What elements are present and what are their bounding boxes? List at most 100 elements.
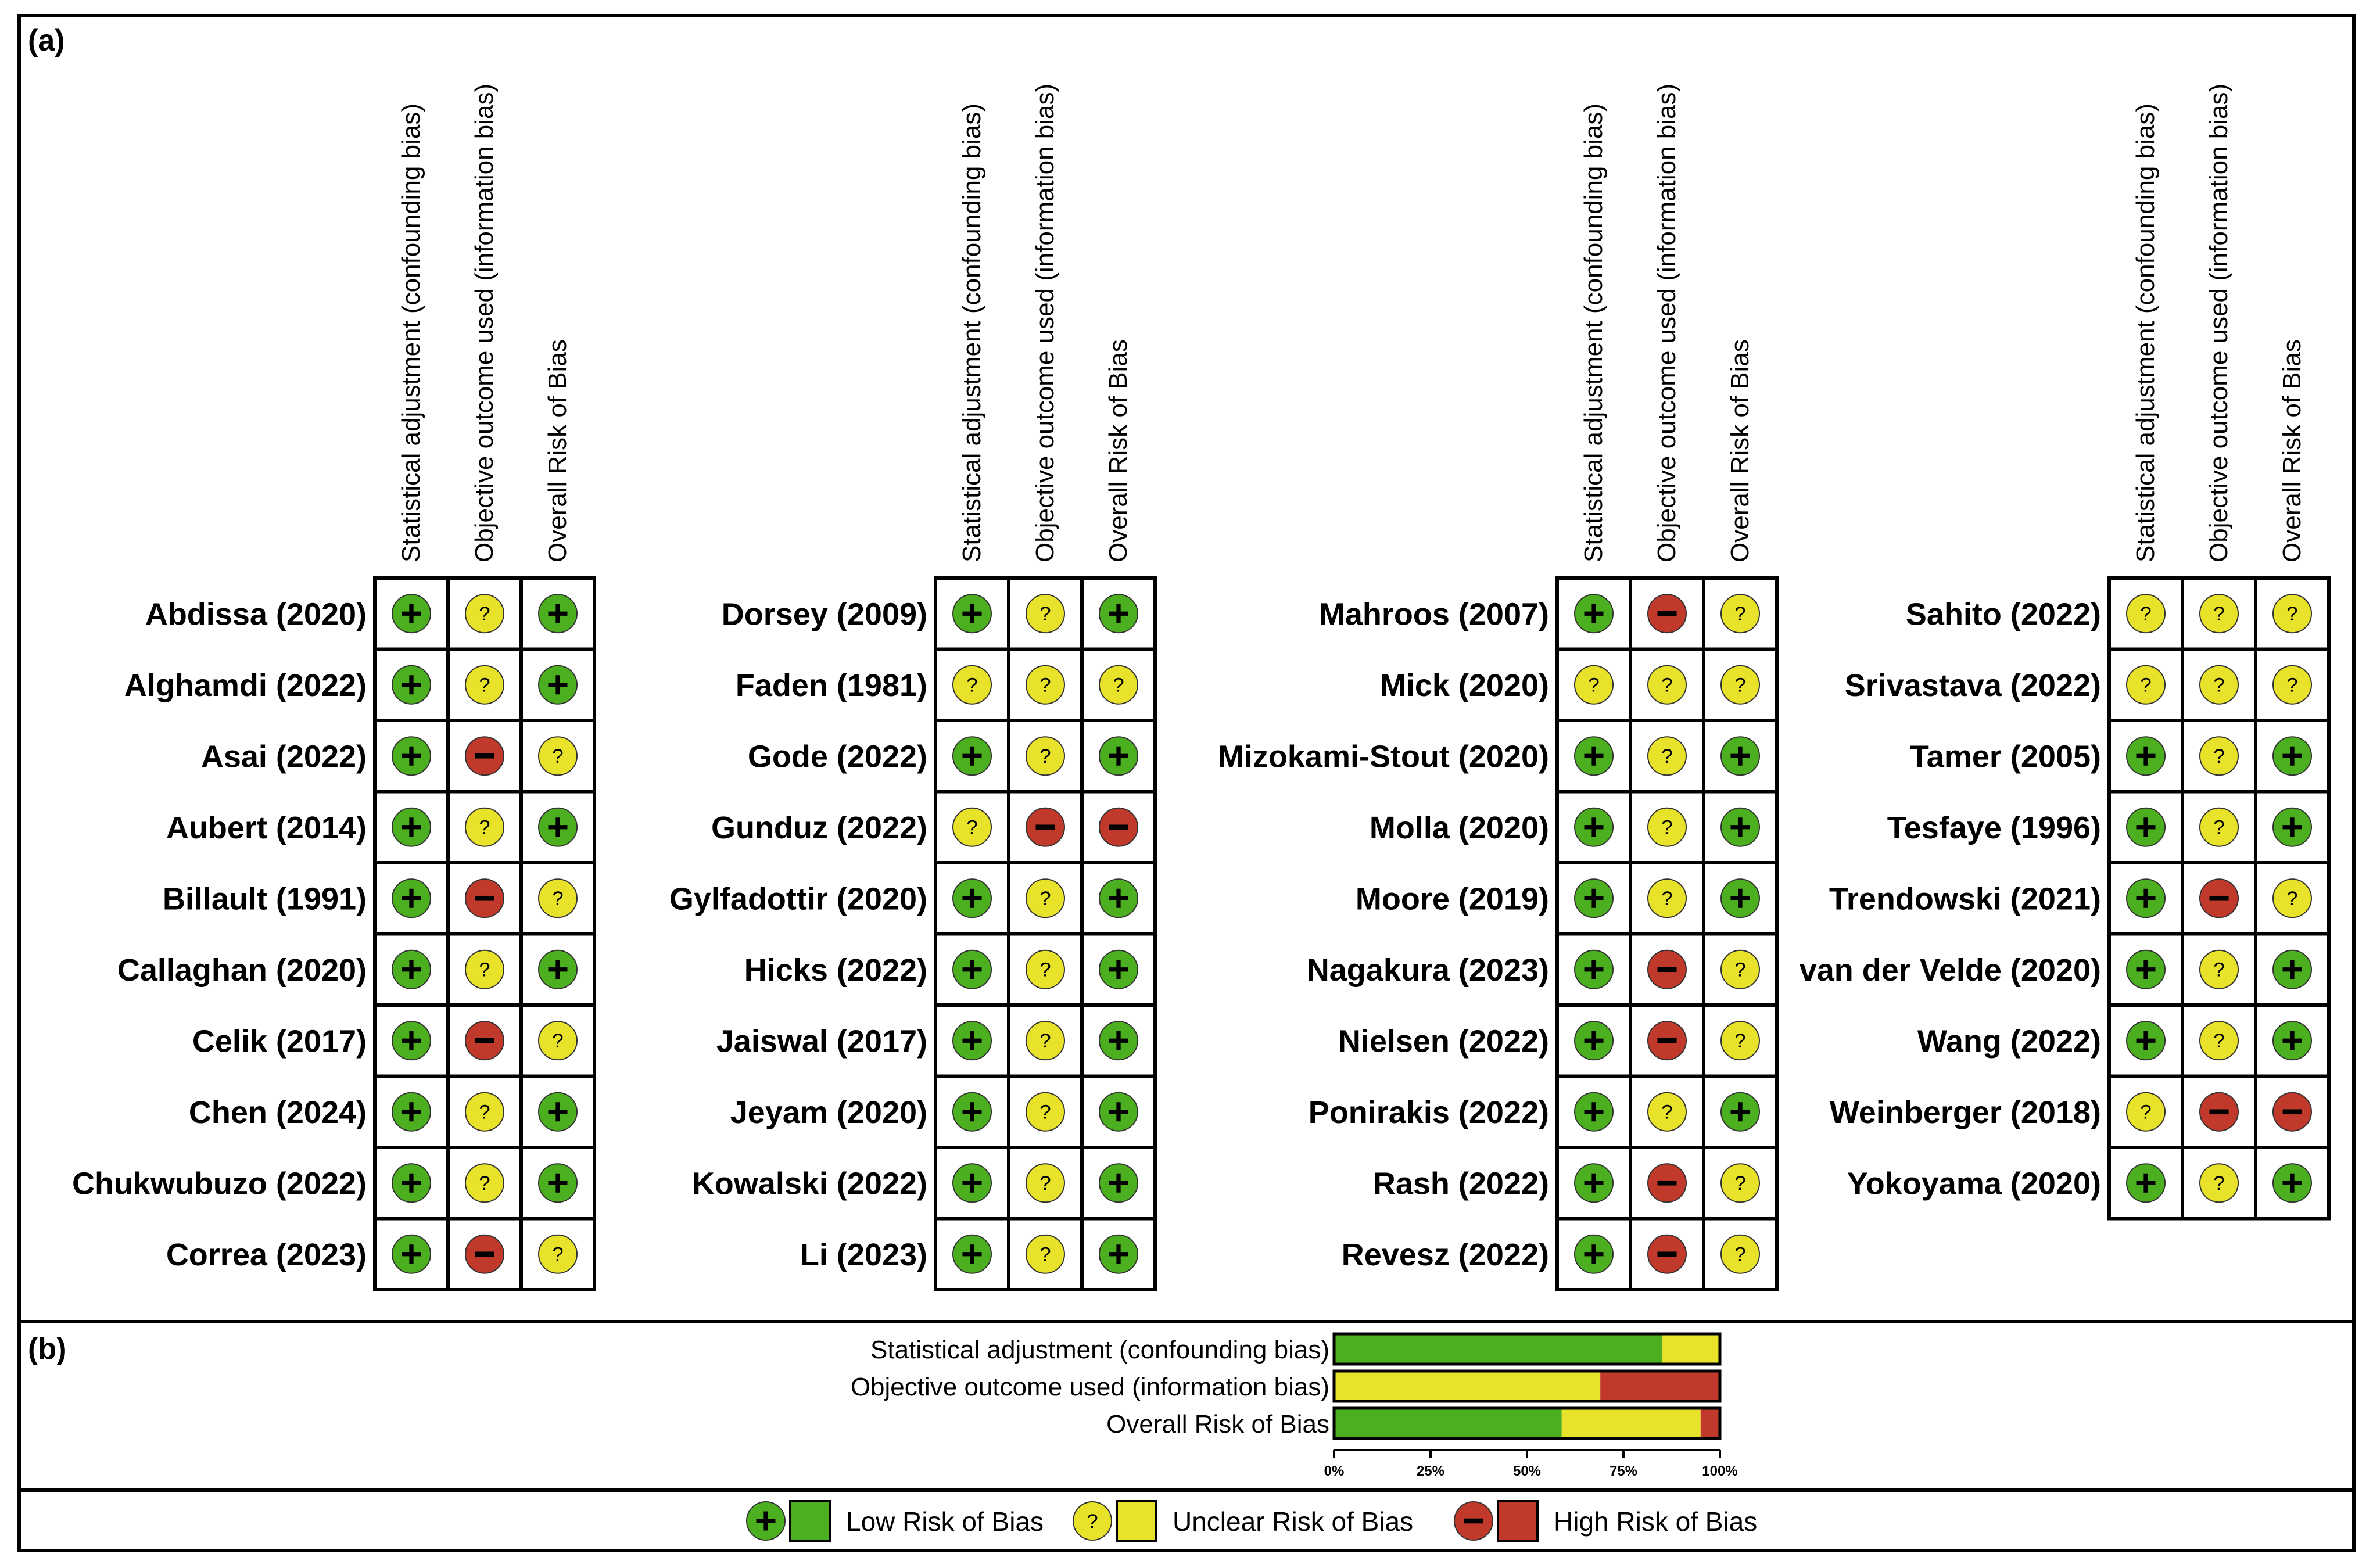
minus-icon [1657,1038,1677,1043]
study-row-faden-1981: Faden (1981)??? [736,665,1138,705]
minus-icon [1657,1180,1677,1186]
bar-segment-unclear-risk-of-bias [1662,1334,1720,1364]
question-icon: ? [1039,745,1051,767]
minus-icon [1657,1251,1677,1257]
rating-objective-outcome-used-information-bias [1026,807,1065,847]
rating-overall-risk-of-bias [1720,807,1760,847]
question-icon: ? [1588,674,1599,697]
unclear-risk-circle [465,1092,504,1132]
bar-outline [1332,1332,1722,1366]
plus-icon-v [1591,1031,1596,1050]
minus-icon [475,753,494,759]
study-row-asai-2022: Asai (2022)? [201,736,578,776]
rating-overall-risk-of-bias [538,949,578,989]
unclear-risk-circle [2126,1092,2166,1132]
legend: Low Risk of Bias? Unclear Risk of Bias Hig… [746,1500,1757,1542]
question-icon: ? [479,817,490,839]
study-row-alghamdi-2022: Alghamdi (2022)? [124,665,578,705]
unclear-risk-circle [1647,1092,1687,1132]
unclear-risk-circle [465,807,504,847]
unclear-risk-circle [1647,878,1687,918]
plus-icon-v [1738,817,1743,837]
legend-swatch [1116,1500,1157,1542]
plus-icon-v [2143,960,2148,979]
rating-overall-risk-of-bias [2272,949,2312,989]
rating-statistical-adjustment-confounding-bias [2126,1163,2166,1203]
summary-bar-chart: Statistical adjustment (confounding bias… [851,1332,1738,1479]
study-label: Srivastava (2022) [1845,668,2101,703]
study-row-sahito-2022: Sahito (2022)??? [1906,594,2312,634]
rating-statistical-adjustment-confounding-bias [2126,736,2166,776]
question-icon: ? [552,1030,563,1052]
study-label: Dorsey (2009) [722,597,927,631]
domain-header-statistical-adjustment-confounding-bias: Statistical adjustment (confounding bias… [2131,103,2160,562]
bar-row-statistical-adjustment-confounding-bias: Statistical adjustment (confounding bias… [870,1332,1722,1366]
question-icon: ? [966,674,977,697]
plus-icon-v [409,1244,414,1264]
question-icon: ? [1039,1172,1051,1194]
rating-overall-risk-of-bias: ? [1720,665,1760,705]
plus-icon-v [409,1031,414,1050]
study-row-dorsey-2009: Dorsey (2009)? [722,594,1138,634]
rating-objective-outcome-used-information-bias [1647,594,1687,634]
rating-statistical-adjustment-confounding-bias [952,594,992,634]
plus-icon-v [409,817,414,837]
rating-objective-outcome-used-information-bias: ? [465,949,504,989]
rating-overall-risk-of-bias: ? [1099,665,1138,705]
minus-icon [1657,967,1677,973]
panel-a-label: (a) [28,24,65,58]
rating-objective-outcome-used-information-bias: ? [2199,594,2239,634]
plus-icon-v [1738,746,1743,766]
study-label: Molla (2020) [1370,810,1549,845]
x-tick-label: 0% [1324,1463,1345,1479]
unclear-risk-circle [2199,1163,2239,1203]
question-icon: ? [552,745,563,767]
question-icon: ? [479,1101,490,1124]
plus-icon-v [1591,888,1596,908]
question-icon: ? [1661,674,1672,697]
bar-segment-high-risk-of-bias [1600,1371,1720,1401]
rating-statistical-adjustment-confounding-bias [1574,1163,1614,1203]
rating-overall-risk-of-bias: ? [1720,594,1760,634]
legend-high-icon [1454,1501,1493,1541]
legend-swatch [1497,1500,1539,1542]
question-icon: ? [1734,603,1745,625]
study-label: Weinberger (2018) [1830,1095,2101,1130]
study-row-gylfadottir-2020: Gylfadottir (2020)? [669,878,1138,918]
plus-icon-v [1591,960,1596,979]
unclear-risk-circle [1026,1092,1065,1132]
plus-icon-v [409,888,414,908]
unclear-risk-circle [1026,878,1065,918]
rating-objective-outcome-used-information-bias [465,1234,504,1274]
rating-objective-outcome-used-information-bias: ? [2199,1021,2239,1061]
rating-objective-outcome-used-information-bias [465,736,504,776]
question-icon: ? [479,603,490,625]
rating-statistical-adjustment-confounding-bias: ? [952,665,992,705]
unclear-risk-circle [1026,1234,1065,1274]
question-icon: ? [479,674,490,697]
unclear-risk-circle [1073,1501,1112,1541]
unclear-risk-circle [1720,1234,1760,1274]
rating-statistical-adjustment-confounding-bias: ? [952,807,992,847]
question-icon: ? [1661,888,1672,910]
domain-header-objective-outcome-used-information-bias: Objective outcome used (information bias… [2204,84,2233,562]
question-icon: ? [1039,674,1051,697]
question-icon: ? [1039,1244,1051,1266]
study-row-mizokami-stout-2020: Mizokami-Stout (2020)? [1218,736,1760,776]
unclear-risk-circle [2199,949,2239,989]
study-label: Faden (1981) [736,668,927,703]
rating-objective-outcome-used-information-bias: ? [1026,949,1065,989]
study-row-chukwubuzo-2022: Chukwubuzo (2022)? [72,1163,578,1203]
plus-icon-v [1116,1173,1121,1193]
rating-objective-outcome-used-information-bias: ? [1026,1092,1065,1132]
study-row-callaghan-2020: Callaghan (2020)? [117,949,578,989]
study-row-ponirakis-2022: Ponirakis (2022)? [1309,1092,1760,1132]
plus-icon-v [1116,1244,1121,1264]
rating-overall-risk-of-bias [538,594,578,634]
minus-icon [1464,1518,1483,1524]
question-icon: ? [1734,1172,1745,1194]
rating-objective-outcome-used-information-bias: ? [1647,665,1687,705]
plus-icon-v [970,1031,974,1050]
question-icon: ? [1734,1244,1745,1266]
rating-overall-risk-of-bias [1720,878,1760,918]
